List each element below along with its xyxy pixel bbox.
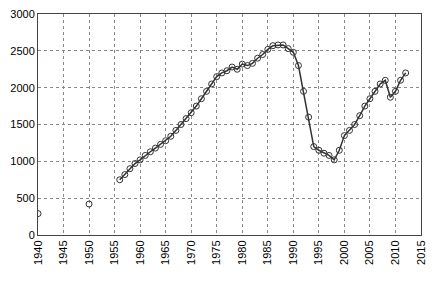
svg-text:2015: 2015: [415, 240, 427, 264]
svg-text:1500: 1500: [10, 118, 34, 130]
svg-text:1995: 1995: [312, 240, 324, 264]
svg-text:1970: 1970: [185, 240, 197, 264]
svg-text:500: 500: [16, 192, 34, 204]
svg-text:2500: 2500: [10, 45, 34, 57]
svg-text:1955: 1955: [108, 240, 120, 264]
svg-text:1975: 1975: [210, 240, 222, 264]
svg-text:1960: 1960: [134, 240, 146, 264]
svg-text:1965: 1965: [159, 240, 171, 264]
svg-text:1950: 1950: [83, 240, 95, 264]
svg-text:1000: 1000: [10, 155, 34, 167]
svg-text:2005: 2005: [364, 240, 376, 264]
svg-text:1940: 1940: [32, 240, 44, 264]
svg-text:3000: 3000: [10, 8, 34, 20]
svg-text:1990: 1990: [287, 240, 299, 264]
svg-text:1945: 1945: [57, 240, 69, 264]
svg-text:2000: 2000: [10, 82, 34, 94]
svg-text:2010: 2010: [389, 240, 401, 264]
svg-text:1985: 1985: [261, 240, 273, 264]
svg-text:2000: 2000: [338, 240, 350, 264]
svg-text:1980: 1980: [236, 240, 248, 264]
svg-text:0: 0: [29, 229, 35, 241]
